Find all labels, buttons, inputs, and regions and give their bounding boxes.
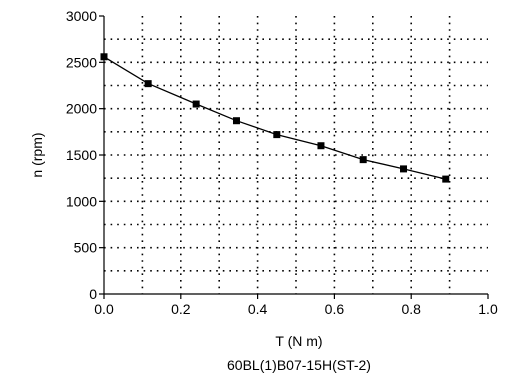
x-tick-label: 0.8 [401, 301, 421, 317]
data-point [144, 80, 152, 88]
y-tick-label: 2500 [66, 54, 97, 70]
x-tick-label: 0.6 [325, 301, 345, 317]
series-line [103, 56, 446, 180]
data-point [100, 53, 108, 61]
data-point [232, 117, 240, 125]
data-point [192, 100, 200, 108]
chart-subtitle: 60BL(1)B07-15H(ST-2) [227, 357, 371, 373]
y-tick-label: 1000 [66, 193, 97, 209]
series [100, 53, 450, 183]
data-point [400, 165, 408, 173]
grid [104, 16, 488, 294]
y-tick-label: 500 [74, 240, 98, 256]
x-tick-label: 0.4 [248, 301, 268, 317]
y-axis-label: n (rpm) [29, 132, 45, 177]
x-tick-label: 1.0 [478, 301, 498, 317]
data-point [359, 156, 367, 164]
y-tick-label: 0 [89, 286, 97, 302]
y-tick-label: 3000 [66, 8, 97, 24]
x-axis-label: T (N m) [275, 333, 322, 349]
y-tick-label: 1500 [66, 147, 97, 163]
x-tick-label: 0.0 [94, 301, 114, 317]
data-point [317, 142, 325, 150]
ticks: 0 500 1000 1500 2000 2500 3000 0.0 0.2 0.4 0.6 0.8 1… [66, 8, 498, 317]
x-tick-label: 0.2 [171, 301, 191, 317]
data-point [442, 175, 450, 183]
y-tick-label: 2000 [66, 101, 97, 117]
data-point [273, 131, 281, 139]
